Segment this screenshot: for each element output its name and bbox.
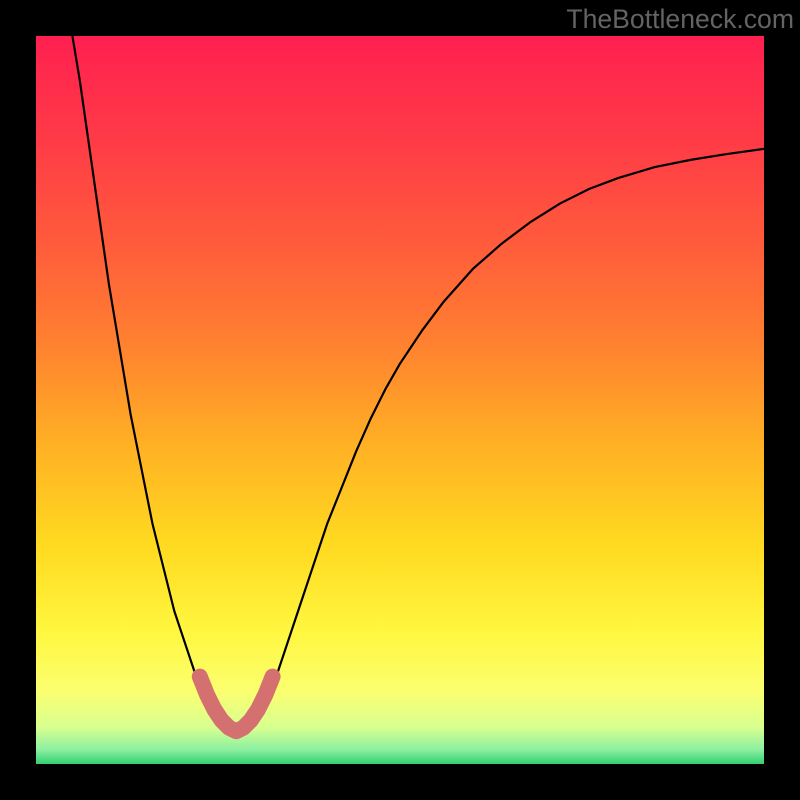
watermark-label: TheBottleneck.com bbox=[566, 4, 794, 35]
plot-background bbox=[36, 36, 764, 764]
bottleneck-chart bbox=[0, 0, 800, 800]
